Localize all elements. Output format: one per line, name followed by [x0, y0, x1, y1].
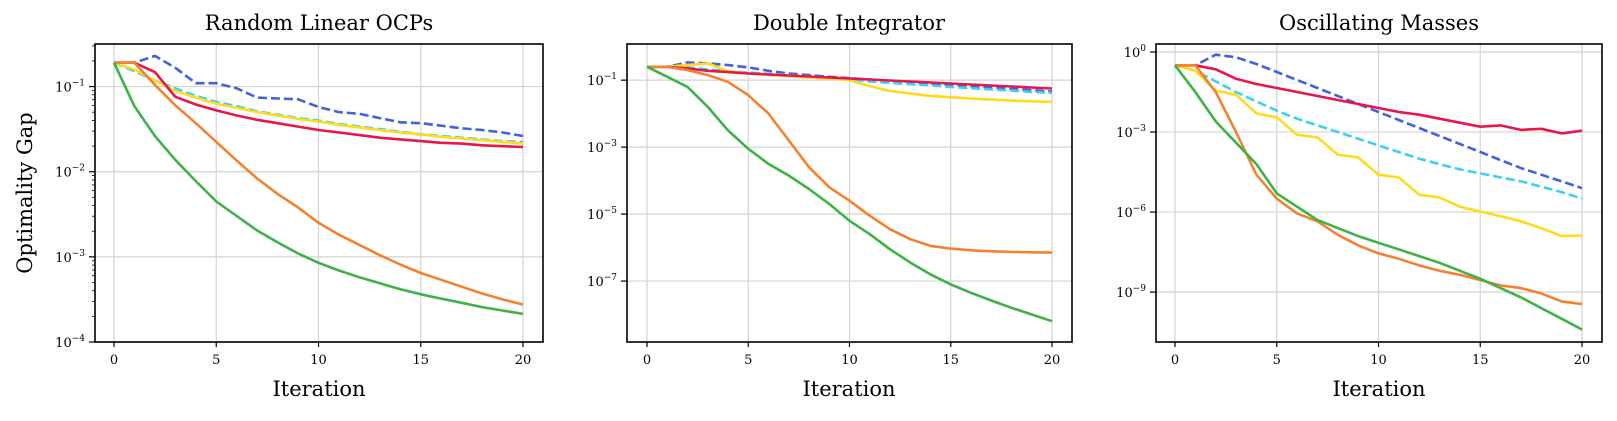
series-line-green: [1173, 64, 1583, 331]
x-axis-label: Iteration: [1332, 377, 1425, 401]
series-line-green: [112, 62, 524, 316]
x-tick-label: 10: [310, 353, 327, 368]
panel-double-integrator: Double Integrator Iteration 0 5 10 15 20 10−1…: [587, 11, 1073, 401]
grid: [1156, 44, 1602, 342]
series-line-cyan-dashed: [1174, 64, 1583, 200]
series-line-orange: [647, 65, 1053, 254]
y-ticks: 10−1 10−2 10−3 10−4: [55, 45, 95, 351]
y-tick-label: 10−9: [1116, 284, 1146, 301]
series-line-yellow: [647, 62, 1053, 104]
y-tick-label: 10−3: [55, 249, 85, 266]
x-tick-label: 20: [515, 353, 532, 368]
x-axis-label: Iteration: [802, 377, 895, 401]
x-tick-label: 10: [1370, 353, 1387, 368]
series-line-green: [646, 65, 1053, 323]
y-tick-label: 10−4: [55, 334, 85, 351]
series-group: [646, 61, 1053, 323]
y-ticks: 10−1 10−3 10−5 10−7: [587, 72, 627, 290]
y-tick-label: 10−1: [587, 72, 617, 89]
y-tick-label: 10−3: [587, 139, 617, 156]
panel-title: Random Linear OCPs: [205, 11, 434, 35]
x-tick-label: 20: [1044, 353, 1061, 368]
series-line-yellow: [113, 61, 524, 145]
series-line-red: [1175, 64, 1583, 135]
panel-title: Oscillating Masses: [1279, 11, 1479, 35]
grid: [95, 44, 543, 343]
series-line-orange: [1175, 64, 1583, 306]
x-tick-label: 10: [841, 353, 858, 368]
x-ticks: 0 5 10 15 20: [643, 342, 1060, 368]
panel-title: Double Integrator: [753, 11, 946, 35]
series-line-orange: [114, 61, 524, 306]
series-line-yellow: [1174, 64, 1583, 238]
y-tick-label: 10−2: [55, 164, 85, 181]
panel-oscillating-masses: Oscillating Masses Iteration 0 5 10 15 20 100…: [1116, 11, 1603, 401]
series-line-red: [114, 61, 524, 149]
y-tick-label: 10−5: [587, 206, 617, 223]
x-tick-label: 20: [1574, 353, 1591, 368]
x-tick-label: 0: [110, 353, 118, 368]
x-tick-label: 5: [744, 353, 752, 368]
y-tick-label: 10−1: [55, 79, 85, 96]
panel-random-linear-ocps: Random Linear OCPs Iteration 0 5 10 15 20 10−…: [55, 11, 544, 401]
y-tick-label: 10−7: [587, 273, 617, 290]
x-tick-label: 5: [1273, 353, 1281, 368]
series-group: [112, 54, 524, 316]
y-tick-label: 10−3: [1116, 124, 1146, 141]
x-axis-label: Iteration: [272, 377, 365, 401]
x-tick-label: 15: [942, 353, 959, 368]
series-line-blue-dashed: [114, 54, 524, 138]
x-tick-label: 15: [412, 353, 429, 368]
series-line-red: [647, 65, 1053, 90]
x-tick-label: 15: [1472, 353, 1489, 368]
x-ticks: 0 5 10 15 20: [110, 342, 531, 368]
series-line-blue-dashed: [1175, 53, 1583, 190]
x-tick-label: 0: [643, 353, 651, 368]
x-tick-label: 0: [1171, 353, 1179, 368]
x-ticks: 0 5 10 15 20: [1171, 342, 1590, 368]
y-tick-label: 10−6: [1116, 204, 1146, 221]
series-group: [1173, 53, 1583, 331]
y-ticks: 100 10−3 10−6 10−9: [1116, 44, 1156, 301]
x-tick-label: 5: [212, 353, 220, 368]
y-axis-label: Optimality Gap: [13, 112, 37, 273]
y-tick-label: 100: [1124, 44, 1147, 61]
